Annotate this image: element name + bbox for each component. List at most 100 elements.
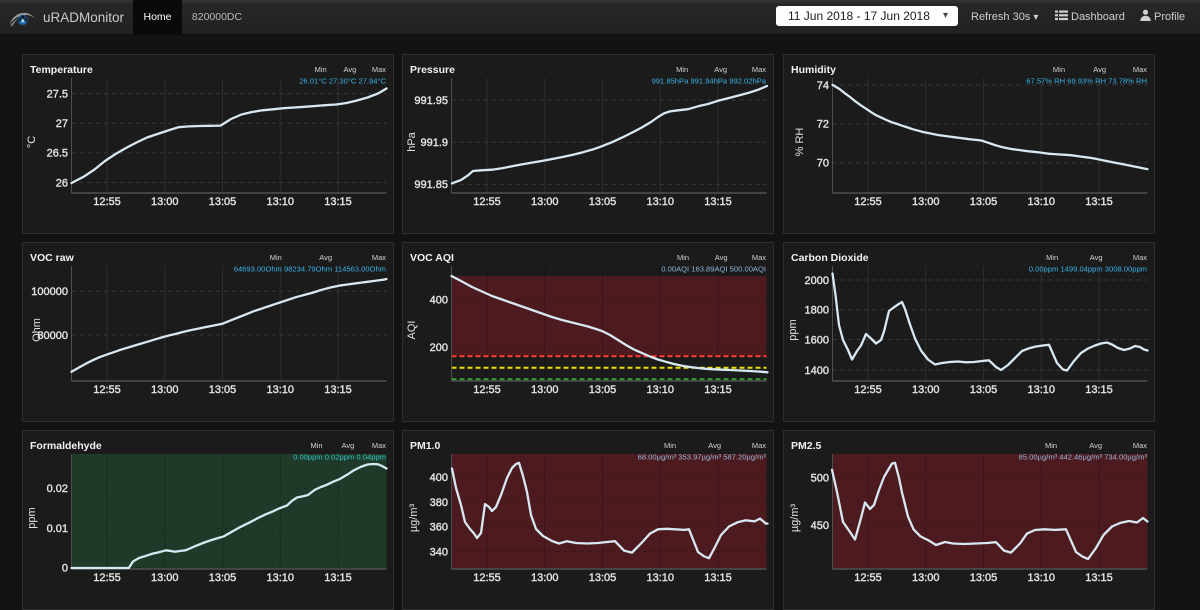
svg-text:2000: 2000: [805, 275, 829, 287]
svg-text:Avg: Avg: [1093, 65, 1106, 74]
svg-text:0.00AQI 163.89AQI 500.00AQI: 0.00AQI 163.89AQI 500.00AQI: [661, 265, 766, 274]
svg-text:Max: Max: [752, 65, 766, 74]
svg-text:Min: Min: [676, 65, 688, 74]
svg-text:0: 0: [62, 563, 68, 575]
svg-text:27.5: 27.5: [47, 88, 68, 100]
svg-text:13:05: 13:05: [970, 384, 998, 396]
svg-text:Humidity: Humidity: [791, 64, 836, 76]
svg-text:13:10: 13:10: [266, 384, 294, 396]
svg-text:13:15: 13:15: [704, 384, 732, 396]
svg-text:hPa: hPa: [406, 131, 418, 151]
svg-text:Avg: Avg: [319, 253, 332, 262]
svg-text:380: 380: [430, 497, 448, 509]
svg-text:80000: 80000: [37, 330, 68, 342]
svg-text:72: 72: [817, 119, 829, 131]
svg-text:Avg: Avg: [1090, 253, 1103, 262]
svg-text:12:55: 12:55: [854, 196, 882, 208]
svg-text:400: 400: [430, 472, 448, 484]
svg-text:13:15: 13:15: [324, 384, 352, 396]
svg-text:1800: 1800: [805, 305, 829, 317]
svg-text:13:05: 13:05: [970, 196, 998, 208]
svg-text:13:05: 13:05: [209, 196, 237, 208]
svg-text:360: 360: [430, 521, 448, 533]
svg-text:12:55: 12:55: [93, 572, 121, 584]
svg-text:ppm: ppm: [26, 507, 38, 528]
svg-text:13:05: 13:05: [209, 384, 237, 396]
svg-text:0.00ppm 0.02ppm 0.04ppm: 0.00ppm 0.02ppm 0.04ppm: [293, 453, 386, 462]
svg-text:13:00: 13:00: [151, 572, 179, 584]
svg-text:13:15: 13:15: [1085, 384, 1113, 396]
svg-text:64693.00Ohm 98234.79Ohm 114563: 64693.00Ohm 98234.79Ohm 114563.00Ohm: [234, 265, 386, 274]
svg-text:0.01: 0.01: [47, 523, 68, 535]
svg-text:13:15: 13:15: [704, 196, 732, 208]
svg-text:13:10: 13:10: [646, 572, 674, 584]
svg-text:Max: Max: [372, 253, 386, 262]
svg-text:13:15: 13:15: [324, 196, 352, 208]
svg-text:ppm: ppm: [787, 319, 799, 340]
svg-text:°C: °C: [26, 136, 38, 148]
svg-text:13:05: 13:05: [589, 196, 617, 208]
svg-text:µg/m³: µg/m³: [789, 503, 801, 532]
svg-text:Min: Min: [315, 65, 327, 74]
svg-text:13:05: 13:05: [970, 572, 998, 584]
svg-text:500: 500: [811, 472, 829, 484]
svg-text:Avg: Avg: [708, 441, 721, 450]
svg-text:0.00ppm 1499.04ppm 3008.00ppm: 0.00ppm 1499.04ppm 3008.00ppm: [1029, 265, 1147, 274]
svg-text:Temperature: Temperature: [30, 64, 93, 76]
svg-text:26: 26: [56, 177, 68, 189]
svg-text:13:05: 13:05: [589, 572, 617, 584]
svg-text:200: 200: [430, 342, 448, 354]
svg-text:26.5: 26.5: [47, 148, 68, 160]
svg-text:13:00: 13:00: [912, 384, 940, 396]
svg-text:74: 74: [817, 80, 829, 92]
svg-text:1400: 1400: [805, 365, 829, 377]
svg-text:Avg: Avg: [714, 65, 727, 74]
svg-text:Min: Min: [1045, 441, 1057, 450]
svg-text:13:10: 13:10: [266, 572, 294, 584]
svg-text:13:10: 13:10: [646, 384, 674, 396]
svg-text:Max: Max: [1133, 441, 1147, 450]
svg-text:PM2.5: PM2.5: [791, 440, 822, 452]
svg-text:991.95: 991.95: [414, 95, 448, 107]
svg-text:VOC AQI: VOC AQI: [410, 252, 454, 264]
svg-text:13:00: 13:00: [912, 196, 940, 208]
svg-text:Min: Min: [1053, 65, 1065, 74]
svg-text:13:10: 13:10: [1027, 196, 1055, 208]
svg-text:13:15: 13:15: [704, 572, 732, 584]
svg-text:13:00: 13:00: [531, 572, 559, 584]
svg-text:Min: Min: [664, 441, 676, 450]
svg-text:AQI: AQI: [406, 321, 418, 340]
svg-text:13:15: 13:15: [1085, 196, 1113, 208]
svg-text:13:10: 13:10: [266, 196, 294, 208]
svg-text:13:00: 13:00: [151, 196, 179, 208]
svg-text:% RH: % RH: [794, 128, 806, 157]
svg-text:Pressure: Pressure: [410, 64, 455, 76]
svg-text:Min: Min: [1046, 253, 1058, 262]
svg-text:13:05: 13:05: [209, 572, 237, 584]
svg-text:Avg: Avg: [344, 65, 357, 74]
svg-text:13:00: 13:00: [912, 572, 940, 584]
svg-text:12:55: 12:55: [93, 384, 121, 396]
svg-text:12:55: 12:55: [473, 196, 501, 208]
svg-text:VOC raw: VOC raw: [30, 252, 75, 264]
svg-text:12:55: 12:55: [854, 572, 882, 584]
svg-text:12:55: 12:55: [473, 384, 501, 396]
svg-text:991.9: 991.9: [420, 137, 448, 149]
svg-text:Ohm: Ohm: [31, 318, 43, 342]
svg-text:100000: 100000: [31, 286, 68, 298]
svg-text:991.85: 991.85: [414, 179, 448, 191]
svg-text:85.00µg/m³ 442.46µg/m³ 734.00µ: 85.00µg/m³ 442.46µg/m³ 734.00µg/m³: [1019, 453, 1148, 462]
svg-text:Avg: Avg: [342, 441, 355, 450]
svg-text:Min: Min: [677, 253, 689, 262]
svg-text:Avg: Avg: [715, 253, 728, 262]
svg-text:Avg: Avg: [1089, 441, 1102, 450]
svg-text:13:15: 13:15: [1085, 572, 1113, 584]
svg-text:70: 70: [817, 158, 829, 170]
svg-text:Max: Max: [372, 65, 386, 74]
svg-text:67.57% RH 69.93% RH 73.78% RH: 67.57% RH 69.93% RH 73.78% RH: [1026, 77, 1147, 86]
svg-text:13:00: 13:00: [531, 384, 559, 396]
svg-text:68.00µg/m³ 353.97µg/m³ 587.20µ: 68.00µg/m³ 353.97µg/m³ 587.20µg/m³: [638, 453, 767, 462]
svg-text:0.02: 0.02: [47, 483, 68, 495]
svg-text:13:00: 13:00: [151, 384, 179, 396]
svg-text:340: 340: [430, 546, 448, 558]
